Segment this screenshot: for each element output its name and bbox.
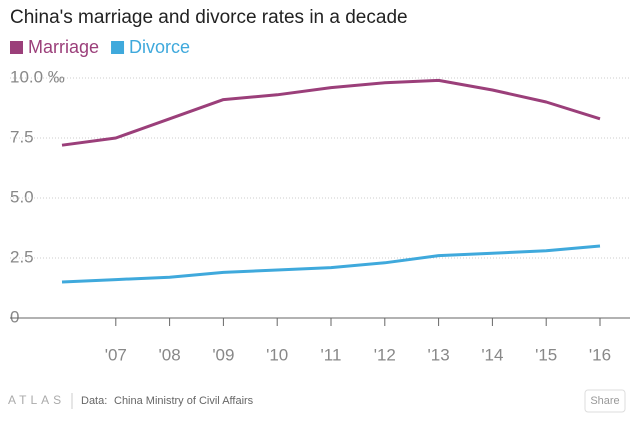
series-line [61, 244, 601, 284]
x-tick-label: '07 [105, 345, 127, 364]
x-tick-label: '10 [266, 345, 288, 364]
y-tick-label: 5.0 [10, 187, 34, 206]
source: China Ministry of Civil Affairs [114, 395, 254, 407]
series-line [61, 78, 601, 147]
share-label[interactable]: Share [590, 395, 619, 407]
x-tick-label: '15 [535, 345, 557, 364]
legend-swatch [111, 41, 125, 54]
y-tick-label: 2.5 [10, 247, 34, 266]
x-tick-label: '08 [159, 345, 181, 364]
legend: Marriage Divorce [10, 37, 190, 57]
x-tick-label: '11 [321, 345, 342, 364]
legend-swatch [10, 41, 23, 54]
x-tick-label: '13 [428, 345, 450, 364]
share-button[interactable] [584, 389, 626, 413]
legend-label: Divorce [129, 37, 190, 57]
x-tick-label: '09 [212, 345, 234, 364]
x-tick-label: '16 [589, 345, 611, 364]
chart-title: China's marriage and divorce rates in a … [10, 7, 408, 28]
source-label: Data: [81, 395, 107, 407]
y-tick-label: 7.5 [10, 127, 34, 146]
x-tick-label: '14 [481, 345, 503, 364]
y-tick-label: 10.0 ‰ [10, 67, 65, 86]
legend-label: Marriage [28, 37, 99, 57]
brand: ATLAS [8, 393, 65, 407]
x-tick-label: '12 [374, 345, 396, 364]
y-tick-label: 0 [10, 307, 19, 326]
